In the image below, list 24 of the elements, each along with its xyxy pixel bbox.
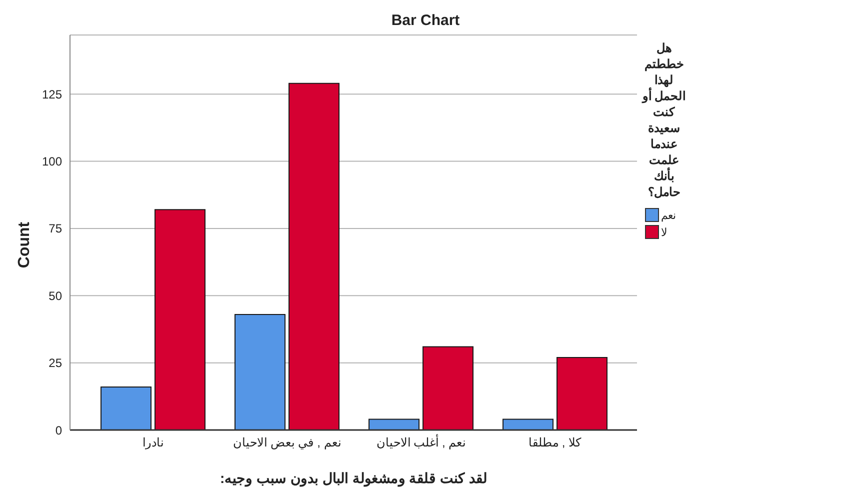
legend-label: نعم — [661, 208, 676, 222]
bar — [556, 356, 608, 430]
bar — [234, 314, 286, 430]
bar — [502, 418, 554, 430]
y-tick-label: 125 — [42, 87, 62, 102]
legend-label: لا — [661, 226, 667, 238]
bar — [288, 82, 340, 430]
x-tick-label: نعم , في بعض الاحيان — [233, 436, 341, 450]
x-tick-label: نادرا — [142, 436, 164, 450]
y-axis-title: Count — [16, 220, 34, 270]
bar — [100, 386, 152, 430]
y-tick-label: 100 — [42, 154, 62, 169]
y-tick-label: 75 — [48, 222, 62, 236]
bar — [422, 346, 474, 430]
y-tick-label: 25 — [48, 356, 62, 370]
bar — [154, 209, 206, 430]
y-tick-label: 0 — [55, 423, 62, 438]
x-tick-label: كلا , مطلقا — [528, 436, 582, 450]
x-axis-title: لقد كنت قلقة ومشغولة البال بدون سبب وجيه: — [219, 470, 488, 486]
bar — [368, 418, 420, 430]
x-tick-label: نعم , أغلب الاحيان — [376, 434, 466, 450]
chart-title: Bar Chart — [390, 12, 461, 29]
y-tick-label: 50 — [48, 288, 62, 303]
text: هل خططتم لهذا الحمل أو كنت سعيدة عندما علمت بأنك حامل؟ — [642, 41, 686, 199]
